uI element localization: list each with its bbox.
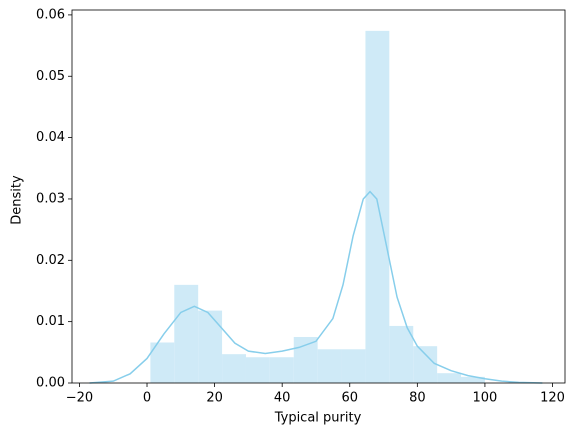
x-tick-label: 0: [143, 391, 151, 406]
kde-line: [89, 190, 543, 384]
y-tick-label: 0.06: [36, 7, 65, 22]
bar: [245, 357, 270, 383]
y-tick-label: 0.04: [36, 130, 65, 145]
y-tick-label: 0.02: [36, 253, 65, 268]
bar: [198, 310, 223, 383]
y-tick-label: 0.03: [36, 191, 65, 206]
y-tick-label: 0.00: [36, 376, 65, 391]
x-axis-label: Typical purity: [274, 411, 362, 426]
bar: [293, 336, 318, 383]
bar: [365, 30, 390, 384]
bar: [222, 354, 246, 383]
x-tick-label: −20: [66, 391, 93, 406]
bar: [317, 349, 342, 383]
y-tick-label: 0.05: [36, 69, 65, 84]
axes-frame: [71, 9, 566, 384]
bar: [461, 376, 485, 383]
x-tick-label: 20: [206, 391, 223, 406]
x-tick-label: 100: [473, 391, 498, 406]
x-tick-label: 80: [409, 391, 426, 406]
x-tick-label: 60: [341, 391, 358, 406]
bar: [174, 284, 199, 383]
bar: [389, 325, 414, 383]
bar: [150, 342, 175, 383]
y-tick-label: 0.01: [36, 314, 65, 329]
x-tick-label: 40: [274, 391, 291, 406]
bar: [437, 373, 462, 383]
bar: [269, 357, 294, 383]
x-tick-label: 120: [540, 391, 565, 406]
y-axis-label: Density: [10, 175, 25, 225]
bar: [341, 349, 366, 383]
bar: [413, 346, 438, 383]
